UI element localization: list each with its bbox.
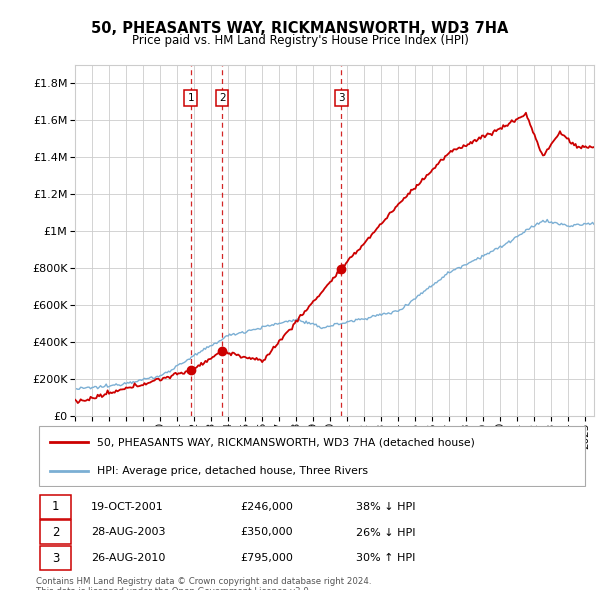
Text: 2: 2 [52, 526, 59, 539]
Text: 30% ↑ HPI: 30% ↑ HPI [356, 553, 416, 563]
Text: Price paid vs. HM Land Registry's House Price Index (HPI): Price paid vs. HM Land Registry's House … [131, 34, 469, 47]
Text: 26% ↓ HPI: 26% ↓ HPI [356, 527, 416, 537]
Text: £795,000: £795,000 [240, 553, 293, 563]
Text: 50, PHEASANTS WAY, RICKMANSWORTH, WD3 7HA (detached house): 50, PHEASANTS WAY, RICKMANSWORTH, WD3 7H… [97, 437, 475, 447]
Text: 1: 1 [52, 500, 59, 513]
Text: 26-AUG-2010: 26-AUG-2010 [91, 553, 166, 563]
Text: HPI: Average price, detached house, Three Rivers: HPI: Average price, detached house, Thre… [97, 466, 368, 476]
Text: 1: 1 [187, 93, 194, 103]
FancyBboxPatch shape [40, 546, 71, 570]
FancyBboxPatch shape [40, 495, 71, 519]
FancyBboxPatch shape [39, 426, 585, 486]
Text: Contains HM Land Registry data © Crown copyright and database right 2024.
This d: Contains HM Land Registry data © Crown c… [36, 577, 371, 590]
FancyBboxPatch shape [40, 520, 71, 545]
Text: 50, PHEASANTS WAY, RICKMANSWORTH, WD3 7HA: 50, PHEASANTS WAY, RICKMANSWORTH, WD3 7H… [91, 21, 509, 35]
Text: 19-OCT-2001: 19-OCT-2001 [91, 502, 164, 512]
Text: 3: 3 [338, 93, 344, 103]
Text: 3: 3 [52, 552, 59, 565]
Text: 38% ↓ HPI: 38% ↓ HPI [356, 502, 416, 512]
Text: £246,000: £246,000 [240, 502, 293, 512]
Text: 28-AUG-2003: 28-AUG-2003 [91, 527, 166, 537]
Text: £350,000: £350,000 [240, 527, 293, 537]
Text: 2: 2 [219, 93, 226, 103]
